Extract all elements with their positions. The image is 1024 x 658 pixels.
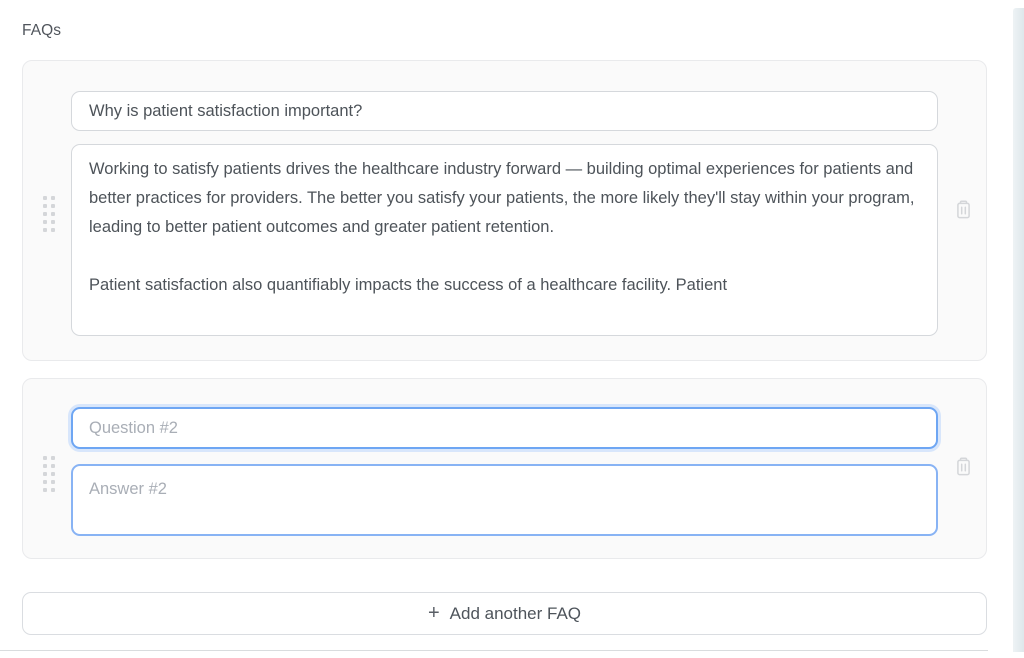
faq-card-2 (22, 378, 987, 559)
section-bottom-divider (0, 650, 988, 651)
faq-card-1: Working to satisfy patients drives the h… (22, 60, 987, 361)
answer-textarea-1[interactable]: Working to satisfy patients drives the h… (71, 144, 938, 336)
question-input-2[interactable] (71, 407, 938, 449)
add-faq-button-label: Add another FAQ (449, 603, 582, 623)
answer-textarea-2[interactable] (71, 464, 938, 536)
delete-faq-button-2[interactable] (951, 454, 975, 478)
trash-icon (956, 200, 970, 218)
drag-handle-icon[interactable] (39, 192, 59, 236)
plus-icon: + (427, 601, 440, 624)
faq-editor-section: FAQs Working to satisfy patients drives … (22, 22, 987, 635)
trash-icon (956, 457, 970, 475)
drag-handle-icon[interactable] (39, 452, 59, 496)
right-edge-panel-strip (1013, 8, 1024, 652)
question-input-1[interactable] (71, 91, 938, 131)
delete-faq-button-1[interactable] (951, 197, 975, 221)
add-faq-button[interactable]: + Add another FAQ (22, 592, 987, 635)
section-title: FAQs (22, 22, 62, 39)
